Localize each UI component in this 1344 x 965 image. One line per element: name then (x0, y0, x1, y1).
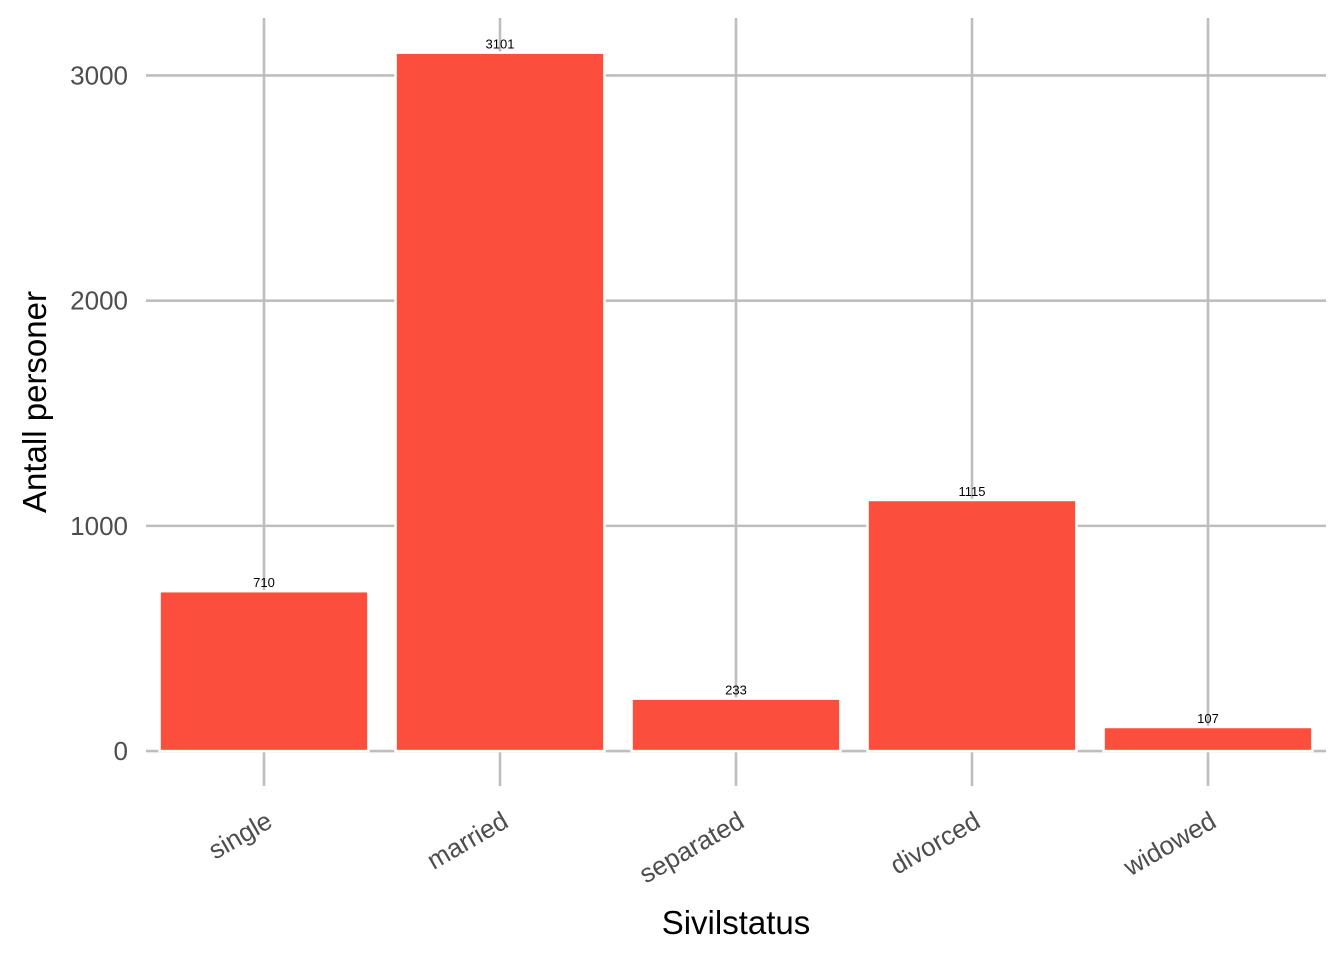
x-tick-label: single (203, 805, 277, 865)
y-axis-title: Antall personer (16, 291, 53, 513)
bar-separated (630, 697, 842, 753)
bar-value-labels: 710 3101 233 1115 107 (253, 37, 1219, 726)
y-axis-ticks: 0 1000 2000 3000 (70, 60, 128, 766)
x-tick-label: divorced (885, 805, 985, 880)
y-tick-label: 3000 (70, 60, 128, 90)
y-tick-label: 2000 (70, 286, 128, 316)
bar-value-label: 1115 (959, 484, 986, 499)
x-tick-label: separated (634, 805, 749, 889)
y-tick-label: 0 (114, 736, 128, 766)
y-tick-label: 1000 (70, 511, 128, 541)
x-tick-label: married (422, 805, 513, 875)
x-axis-title: Sivilstatus (662, 904, 811, 941)
bar-value-label: 233 (725, 683, 747, 698)
bar-widowed (1102, 725, 1314, 753)
bar-value-label: 3101 (486, 37, 515, 52)
x-tick-label: widowed (1118, 805, 1221, 882)
bar-single (158, 589, 370, 753)
bars (158, 51, 1314, 753)
x-axis-ticks: single married separated divorced widowed (203, 805, 1221, 889)
bar-value-label: 107 (1197, 711, 1219, 726)
bar-divorced (866, 498, 1078, 753)
bar-married (394, 51, 606, 753)
bar-value-label: 710 (253, 575, 275, 590)
